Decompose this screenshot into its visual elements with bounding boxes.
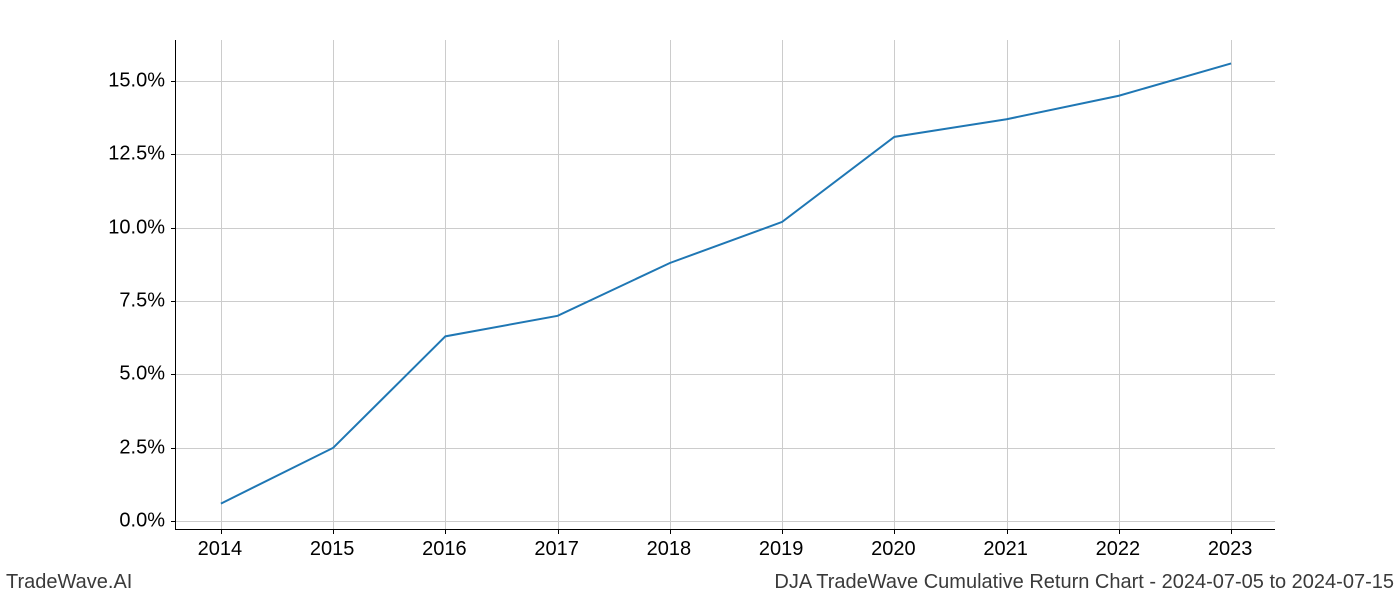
x-tick-label: 2016 bbox=[422, 538, 467, 561]
chart-container bbox=[175, 40, 1275, 530]
y-tick-label: 12.5% bbox=[108, 143, 165, 166]
x-tick-label: 2022 bbox=[1096, 538, 1141, 561]
x-tick-mark bbox=[333, 529, 334, 534]
y-tick-label: 10.0% bbox=[108, 216, 165, 239]
x-tick-label: 2015 bbox=[310, 538, 355, 561]
x-tick-label: 2019 bbox=[759, 538, 804, 561]
x-tick-mark bbox=[670, 529, 671, 534]
x-tick-mark bbox=[894, 529, 895, 534]
y-tick-mark bbox=[171, 521, 176, 522]
y-tick-mark bbox=[171, 81, 176, 82]
x-tick-mark bbox=[782, 529, 783, 534]
x-tick-label: 2021 bbox=[983, 538, 1028, 561]
x-tick-label: 2018 bbox=[647, 538, 692, 561]
x-tick-mark bbox=[1231, 529, 1232, 534]
y-tick-mark bbox=[171, 374, 176, 375]
y-tick-label: 15.0% bbox=[108, 70, 165, 93]
footer-left-text: TradeWave.AI bbox=[6, 571, 132, 594]
y-tick-mark bbox=[171, 301, 176, 302]
line-series bbox=[176, 40, 1276, 530]
y-tick-mark bbox=[171, 228, 176, 229]
x-tick-mark bbox=[1119, 529, 1120, 534]
y-tick-label: 0.0% bbox=[119, 510, 165, 533]
x-tick-label: 2023 bbox=[1208, 538, 1253, 561]
return-line bbox=[221, 63, 1231, 503]
x-tick-mark bbox=[558, 529, 559, 534]
x-tick-mark bbox=[221, 529, 222, 534]
y-tick-label: 5.0% bbox=[119, 363, 165, 386]
y-tick-mark bbox=[171, 448, 176, 449]
plot-area bbox=[175, 40, 1275, 530]
y-tick-mark bbox=[171, 154, 176, 155]
footer-right-text: DJA TradeWave Cumulative Return Chart - … bbox=[774, 571, 1394, 594]
x-tick-mark bbox=[1007, 529, 1008, 534]
x-tick-label: 2017 bbox=[534, 538, 579, 561]
x-tick-label: 2020 bbox=[871, 538, 916, 561]
y-tick-label: 2.5% bbox=[119, 436, 165, 459]
x-tick-label: 2014 bbox=[198, 538, 243, 561]
x-tick-mark bbox=[445, 529, 446, 534]
y-tick-label: 7.5% bbox=[119, 290, 165, 313]
